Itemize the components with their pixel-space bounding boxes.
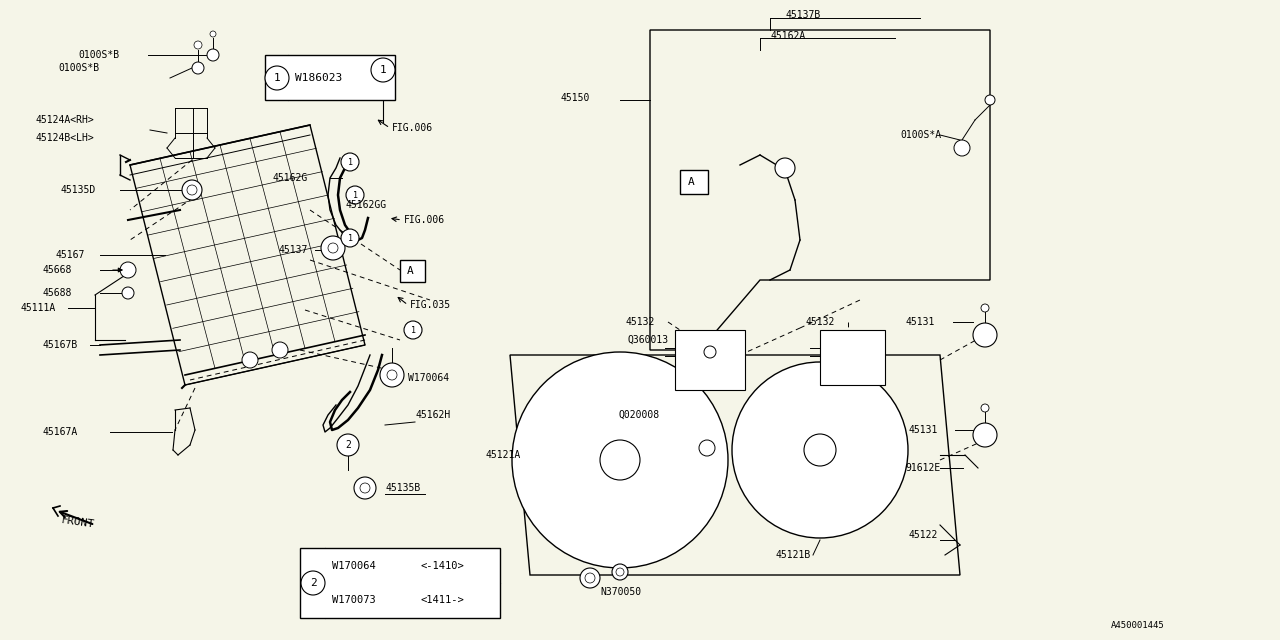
Bar bbox=[680, 170, 708, 194]
Circle shape bbox=[512, 352, 728, 568]
Text: 45162A: 45162A bbox=[771, 31, 805, 41]
Circle shape bbox=[616, 568, 625, 576]
Text: 45122: 45122 bbox=[908, 530, 937, 540]
Text: Q020008: Q020008 bbox=[618, 410, 659, 420]
Circle shape bbox=[182, 180, 202, 200]
Circle shape bbox=[210, 31, 216, 37]
Circle shape bbox=[195, 41, 202, 49]
Circle shape bbox=[301, 571, 325, 595]
Circle shape bbox=[699, 440, 716, 456]
Circle shape bbox=[585, 573, 595, 583]
Text: 0100S*B: 0100S*B bbox=[58, 63, 99, 73]
Circle shape bbox=[242, 352, 259, 368]
Circle shape bbox=[265, 66, 289, 90]
Circle shape bbox=[387, 370, 397, 380]
Text: 45131: 45131 bbox=[905, 317, 934, 327]
Circle shape bbox=[380, 363, 404, 387]
Text: 45167B: 45167B bbox=[42, 340, 77, 350]
Circle shape bbox=[732, 362, 908, 538]
Circle shape bbox=[187, 185, 197, 195]
Circle shape bbox=[804, 434, 836, 466]
Text: W170064: W170064 bbox=[332, 561, 376, 571]
Text: 45135D: 45135D bbox=[60, 185, 95, 195]
Circle shape bbox=[371, 58, 396, 82]
Circle shape bbox=[980, 404, 989, 412]
Circle shape bbox=[328, 243, 338, 253]
Text: W186023: W186023 bbox=[294, 73, 342, 83]
Text: 1: 1 bbox=[347, 234, 352, 243]
Text: A450001445: A450001445 bbox=[1111, 621, 1165, 630]
Text: 45150: 45150 bbox=[561, 93, 589, 103]
Text: 45167A: 45167A bbox=[42, 427, 77, 437]
Text: 45131: 45131 bbox=[908, 425, 937, 435]
Text: 45121B: 45121B bbox=[774, 550, 810, 560]
Circle shape bbox=[973, 423, 997, 447]
Text: 45162G: 45162G bbox=[273, 173, 307, 183]
Circle shape bbox=[340, 153, 358, 171]
Circle shape bbox=[404, 321, 422, 339]
Text: 1: 1 bbox=[380, 65, 387, 75]
Text: <1411->: <1411-> bbox=[420, 595, 463, 605]
Text: 45121A: 45121A bbox=[485, 450, 520, 460]
Text: Q360013: Q360013 bbox=[627, 335, 668, 345]
Text: 2: 2 bbox=[310, 578, 316, 588]
Text: 45135B: 45135B bbox=[385, 483, 420, 493]
Text: 2: 2 bbox=[346, 440, 351, 450]
Circle shape bbox=[340, 229, 358, 247]
Bar bbox=[300, 548, 500, 618]
Text: 45162H: 45162H bbox=[415, 410, 451, 420]
Circle shape bbox=[704, 346, 716, 358]
Circle shape bbox=[321, 236, 346, 260]
Circle shape bbox=[192, 62, 204, 74]
Text: 1: 1 bbox=[352, 191, 357, 200]
Circle shape bbox=[973, 323, 997, 347]
Text: 45132: 45132 bbox=[805, 317, 835, 327]
Circle shape bbox=[986, 95, 995, 105]
Circle shape bbox=[337, 434, 358, 456]
Circle shape bbox=[954, 140, 970, 156]
Circle shape bbox=[580, 568, 600, 588]
Text: 45137: 45137 bbox=[278, 245, 307, 255]
Text: 45668: 45668 bbox=[42, 265, 72, 275]
Text: 45162GG: 45162GG bbox=[346, 200, 387, 210]
Circle shape bbox=[346, 186, 364, 204]
Text: FIG.006: FIG.006 bbox=[404, 215, 445, 225]
Bar bbox=[675, 330, 745, 390]
Circle shape bbox=[600, 440, 640, 480]
Bar bbox=[265, 55, 396, 100]
Text: 1: 1 bbox=[274, 73, 280, 83]
Text: A: A bbox=[689, 177, 695, 187]
Text: N370050: N370050 bbox=[600, 587, 641, 597]
Circle shape bbox=[774, 158, 795, 178]
Text: 45111A: 45111A bbox=[20, 303, 55, 313]
Circle shape bbox=[120, 262, 136, 278]
Circle shape bbox=[273, 342, 288, 358]
Text: 0100S*B: 0100S*B bbox=[78, 50, 119, 60]
Text: W170064: W170064 bbox=[408, 373, 449, 383]
Text: FRONT: FRONT bbox=[60, 515, 95, 529]
Text: 45137B: 45137B bbox=[785, 10, 820, 20]
Text: 45167: 45167 bbox=[55, 250, 84, 260]
Text: 1: 1 bbox=[347, 157, 352, 166]
Text: 0100S*A: 0100S*A bbox=[900, 130, 941, 140]
Circle shape bbox=[360, 483, 370, 493]
Text: FIG.035: FIG.035 bbox=[410, 300, 451, 310]
Text: 45132: 45132 bbox=[625, 317, 654, 327]
Circle shape bbox=[122, 287, 134, 299]
Text: 45688: 45688 bbox=[42, 288, 72, 298]
Text: 1: 1 bbox=[411, 326, 416, 335]
Text: 45124B<LH>: 45124B<LH> bbox=[35, 133, 93, 143]
Circle shape bbox=[612, 564, 628, 580]
Text: W170073: W170073 bbox=[332, 595, 376, 605]
Circle shape bbox=[980, 304, 989, 312]
Text: FIG.006: FIG.006 bbox=[392, 123, 433, 133]
Text: 45124A<RH>: 45124A<RH> bbox=[35, 115, 93, 125]
Text: <-1410>: <-1410> bbox=[420, 561, 463, 571]
Text: A: A bbox=[407, 266, 413, 276]
Bar bbox=[401, 260, 425, 282]
Text: 91612E: 91612E bbox=[905, 463, 941, 473]
Circle shape bbox=[207, 49, 219, 61]
Bar bbox=[820, 330, 884, 385]
Circle shape bbox=[355, 477, 376, 499]
